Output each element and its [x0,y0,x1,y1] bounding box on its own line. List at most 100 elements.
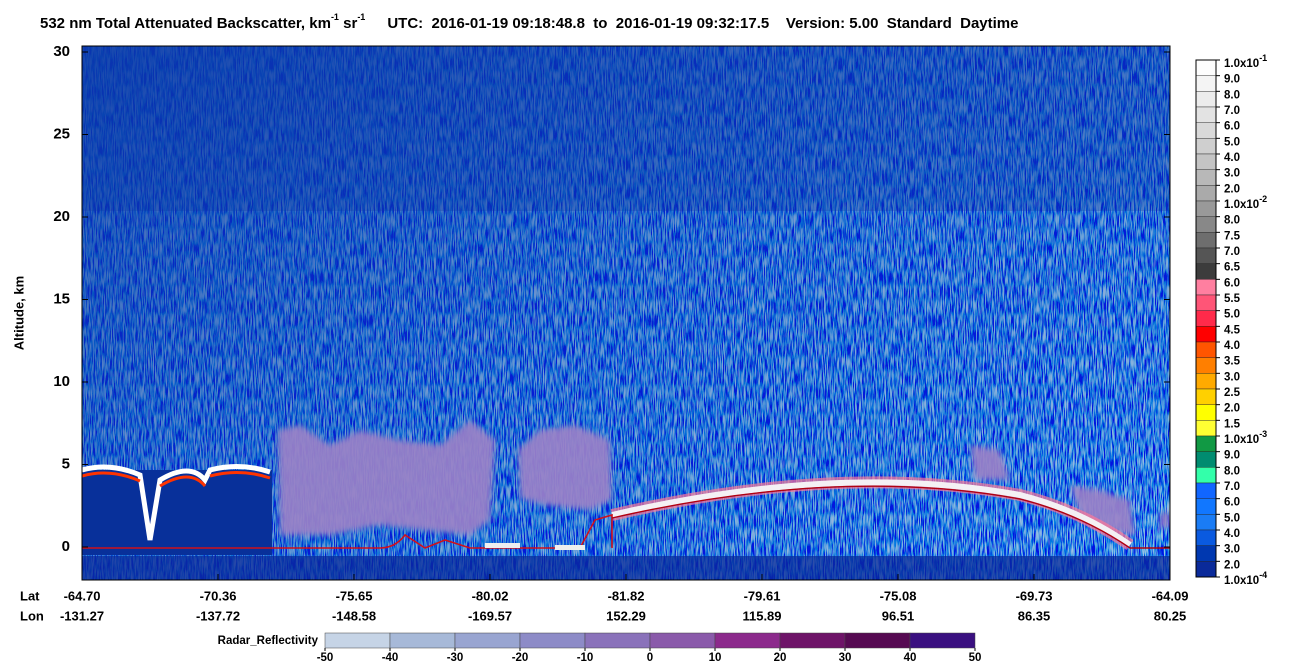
colorbar-tick-label: 1.0x10-3 [1224,429,1267,446]
color-band [1195,435,1217,452]
radar-colorbar-tick-label: 30 [839,652,852,664]
colorbar-tick-text: 5.0 [1224,136,1240,148]
colorbar-tick-label: 3.5 [1224,356,1241,368]
colorbar-tick-label: 9.0 [1224,450,1240,462]
colorbar-tick-label: 8.0 [1224,465,1240,477]
colorbar-tick-label: 2.0 [1224,559,1240,571]
color-band [1195,561,1217,578]
colorbar-tick-label: 4.5 [1224,324,1241,336]
color-band [1195,467,1217,484]
radar-color-band [649,632,716,649]
radar-color-band [454,632,521,649]
colorbar-tick-text: 1.0x10 [1224,575,1259,587]
colorbar-tick-text: 9.0 [1224,450,1240,462]
color-band [1195,247,1217,264]
colorbar-tick-text: 9.0 [1224,74,1240,86]
color-band [1195,545,1217,562]
radar-color-band [324,632,391,649]
lon-tick-label: 80.25 [1154,608,1187,623]
colorbar-tick-text: 6.0 [1224,277,1240,289]
colorbar-tick-text: 7.0 [1224,105,1240,117]
y-tick-label: 25 [53,125,70,142]
radar-color-band [909,632,976,649]
colorbar-tick-text: 8.0 [1224,215,1240,227]
colorbar-tick-text: 6.0 [1224,121,1240,133]
colorbar-tick-label: 7.5 [1224,230,1241,242]
surface-return [485,543,520,548]
lon-tick-label: 86.35 [1018,608,1051,623]
lon-tick-label: -169.57 [468,608,512,623]
colorbar-tick-label: 6.0 [1224,121,1240,133]
colorbar-tick-label: 4.0 [1224,340,1240,352]
colorbar-tick-text: 7.0 [1224,481,1240,493]
color-band [1195,185,1217,202]
color-band [1195,341,1217,358]
colorbar-frame [1195,59,1217,578]
colorbar-tick-text: 2.0 [1224,403,1240,415]
colorbar-tick-label: 4.0 [1224,152,1240,164]
colorbar-tick-text: 3.0 [1224,371,1240,383]
color-band [1195,451,1217,468]
colorbar-tick-text: 4.0 [1224,340,1240,352]
color-band [1195,106,1217,123]
y-tick-label: 15 [53,290,70,307]
colorbar-tick-text: 2.0 [1224,183,1240,195]
colorbar-tick-exp: -2 [1259,194,1267,204]
colorbar-tick-text: 1.5 [1224,418,1241,430]
colorbar-tick-text: 7.5 [1224,230,1241,242]
colorbar-tick-text: 3.5 [1224,356,1241,368]
lon-tick-label: -131.27 [60,608,104,623]
lon-tick-label: 152.29 [606,608,646,623]
lat-tick-label: -75.65 [336,588,373,603]
cloud [278,420,495,535]
colorbar-tick-text: 1.0x10 [1224,199,1259,211]
color-band [1195,482,1217,499]
color-band [1195,122,1217,139]
color-band [1195,310,1217,327]
colorbar-tick-label: 2.5 [1224,387,1241,399]
ice-layer [611,479,1132,548]
surface-layer-edge [82,471,271,488]
radar-colorbar-tick-label: -40 [382,652,399,664]
lon-tick-label: 96.51 [882,608,915,623]
colorbar-tick-text: 8.0 [1224,89,1240,101]
low-clear-region [82,470,272,555]
upper-layer [82,46,1170,211]
colorbar-tick-text: 2.0 [1224,559,1240,571]
radar-color-band [389,632,456,649]
lat-tick-label: -69.73 [1016,588,1053,603]
colorbar-tick-text: 4.0 [1224,528,1240,540]
lat-tick-label: -64.09 [1152,588,1189,603]
radar-colorbar-tick-label: -30 [447,652,464,664]
y-tick-label: 20 [53,208,70,225]
colorbar-tick-text: 5.0 [1224,512,1240,524]
title-exp: -1 [331,12,339,22]
colorbar-tick-label: 5.0 [1224,136,1240,148]
title-text: 532 nm Total Attenuated Backscatter, km [40,15,331,32]
colorbar-tick-text: 3.0 [1224,168,1240,180]
colorbar-tick-label: 1.0x10-4 [1224,570,1267,587]
cloud [518,425,612,510]
surface-line [611,485,1170,549]
surface-return [555,545,585,550]
radar-colorbar-tick-label: 40 [904,652,917,664]
colorbar-tick-label: 7.0 [1224,481,1240,493]
lat-tick-label: -75.08 [880,588,917,603]
color-band [1195,91,1217,108]
colorbar-tick-label: 5.0 [1224,512,1240,524]
y-tick-label: 30 [53,43,70,60]
colorbar-tick-label: 8.0 [1224,89,1240,101]
radar-color-band [779,632,846,649]
colorbar-tick-text: 7.0 [1224,246,1240,258]
color-band [1195,514,1217,531]
cloud [1160,512,1170,528]
radar-colorbar-tick-label: 50 [969,652,982,664]
colorbar-tick-label: 4.0 [1224,528,1240,540]
y-tick-label: 10 [53,373,70,390]
colorbar-tick-label: 5.0 [1224,309,1240,321]
colorbar-tick-label: 6.0 [1224,497,1240,509]
lat-tick-label: -79.61 [744,588,781,603]
color-band [1195,357,1217,374]
colorbar-tick-text: 2.5 [1224,387,1241,399]
